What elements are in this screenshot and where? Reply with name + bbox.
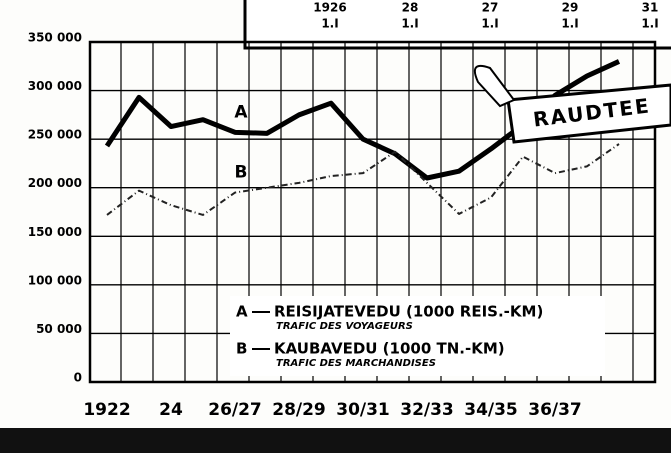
background <box>0 0 671 453</box>
x-tick-label: 24 <box>159 400 183 420</box>
x-tick-label: 34/35 <box>464 400 518 420</box>
y-tick-label: 350 000 <box>28 31 82 45</box>
y-tick-label: 300 000 <box>28 79 82 93</box>
inset-date: 1.I <box>641 17 658 31</box>
legend-subtitle: TRAFIC DES VOYAGEURS <box>276 321 413 332</box>
inset-date: 1.I <box>561 17 578 31</box>
chart: 1926 1.I 28 1.I 27 1.I 29 1.I 31 1.I 0 50 000 100 00… <box>0 0 671 453</box>
y-tick-label: 150 000 <box>28 225 82 239</box>
legend-key: B <box>236 340 247 358</box>
inset-year: 28 <box>402 1 419 15</box>
inset-date: 1.I <box>481 17 498 31</box>
inset-year: 31 <box>642 1 659 15</box>
inset-date: 1.I <box>321 17 338 31</box>
x-tick-label: 36/37 <box>528 400 582 420</box>
legend-key: A <box>236 303 248 321</box>
legend-subtitle: TRAFIC DES MARCHANDISES <box>276 358 436 369</box>
inset-year: 27 <box>482 1 499 15</box>
y-tick-label: 0 <box>74 371 82 385</box>
series-label: B <box>235 163 248 183</box>
x-tick-label: 1922 <box>83 400 130 420</box>
x-tick-label: 28/29 <box>272 400 326 420</box>
inset-date: 1.I <box>401 17 418 31</box>
inset-year: 29 <box>562 1 579 15</box>
inset-year: 1926 <box>313 1 346 15</box>
y-tick-label: 250 000 <box>28 128 82 142</box>
y-tick-label: 200 000 <box>28 176 82 190</box>
series-label: A <box>234 102 248 122</box>
y-tick-label: 50 000 <box>36 322 82 336</box>
x-tick-label: 26/27 <box>208 400 262 420</box>
legend-title: REISIJATEVEDU (1000 REIS.-KM) <box>274 303 543 321</box>
legend-title: KAUBAVEDU (1000 TN.-KM) <box>274 340 505 358</box>
x-tick-label: 32/33 <box>400 400 454 420</box>
y-tick-label: 100 000 <box>28 273 82 287</box>
bottom-band <box>0 428 671 453</box>
x-tick-label: 30/31 <box>336 400 390 420</box>
